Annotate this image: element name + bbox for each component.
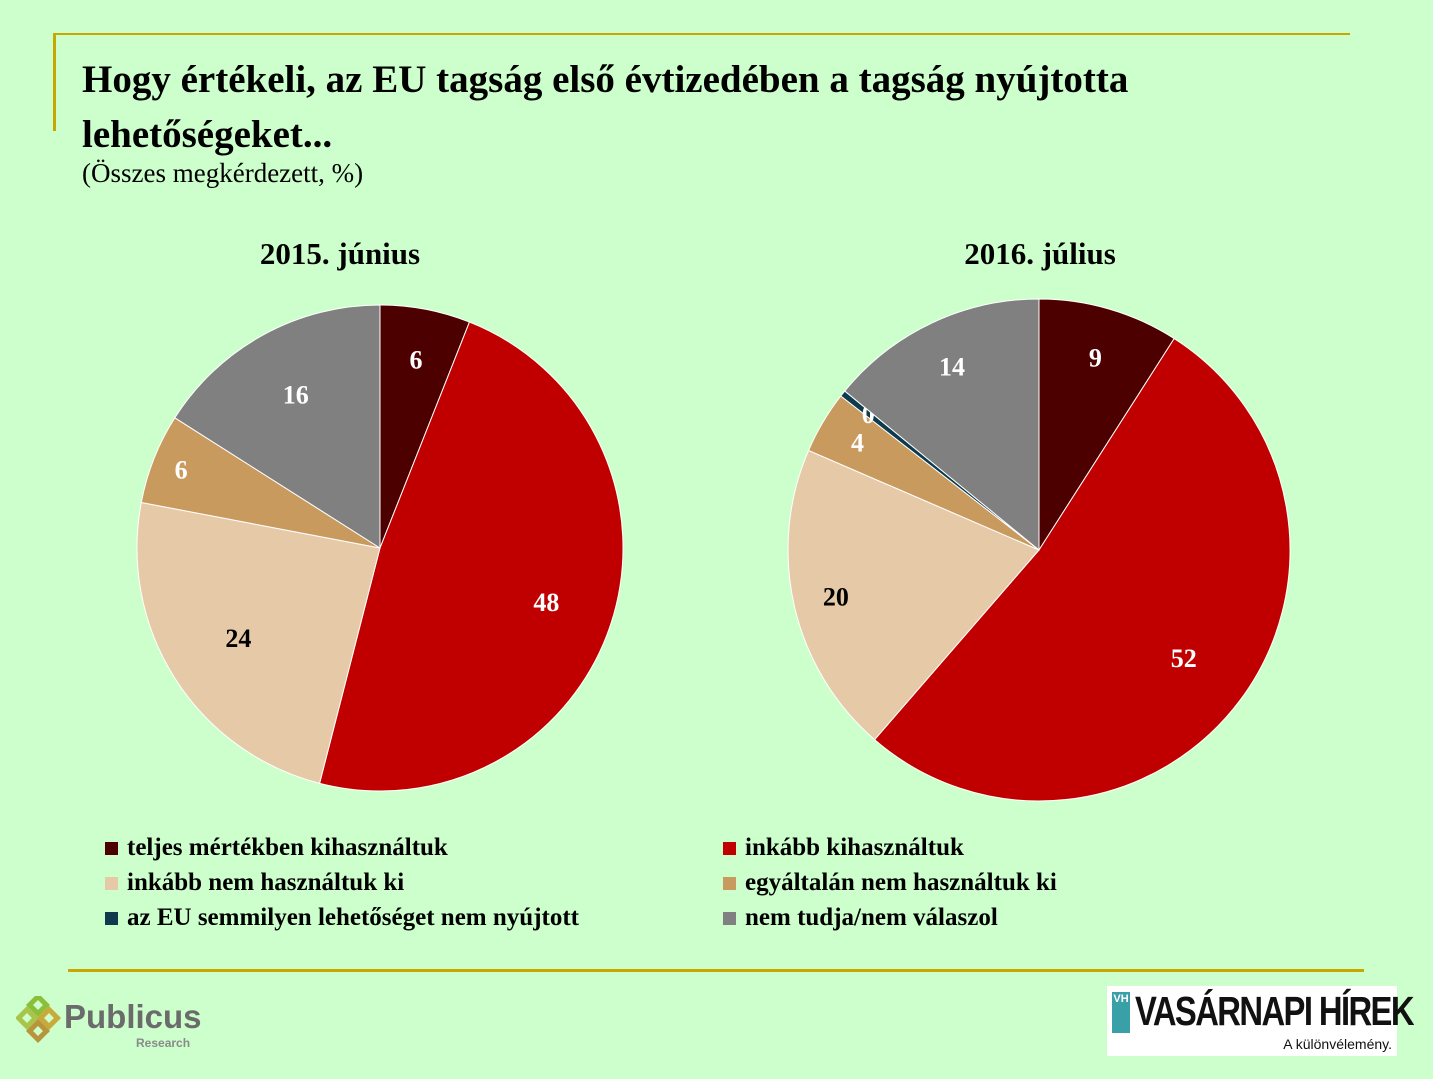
pie-slice — [787, 449, 1040, 741]
pie-title-2015: 2015. június — [259, 236, 421, 271]
pie-data-label: 4 — [851, 429, 864, 458]
pie-data-label: 16 — [283, 381, 309, 410]
legend-swatch — [723, 841, 736, 855]
legend-label: inkább nem használtuk ki — [127, 869, 405, 896]
legend-label: inkább kihasználtuk — [745, 834, 964, 861]
pie-data-label: 9 — [1089, 343, 1102, 372]
pie-data-label: 14 — [939, 352, 965, 381]
publicus-logo: Publicus Research — [16, 996, 216, 1056]
pie-slice — [174, 304, 381, 549]
pie-slice — [873, 337, 1291, 802]
pie-data-label: 20 — [823, 582, 849, 611]
pie-data-label: 52 — [1171, 644, 1197, 673]
legend-label: egyáltalán nem használtuk ki — [745, 869, 1057, 896]
pie-slice — [136, 501, 381, 784]
legend-swatch — [723, 876, 736, 890]
pie-data-label: 24 — [225, 624, 251, 653]
pie-0: 6 48 24 6 16 — [136, 304, 624, 792]
legend-label: nem tudja/nem válaszol — [745, 904, 998, 931]
publicus-sub: Research — [136, 1036, 191, 1050]
pie-slice — [844, 298, 1040, 552]
legend-item-nem-tudja: nem tudja/nem válaszol — [723, 904, 998, 932]
pie-slice — [318, 321, 624, 792]
pie-data-label: 6 — [175, 455, 188, 484]
legend-swatch — [723, 911, 736, 925]
pie-title-2016: 2016. július — [964, 236, 1116, 271]
legend-swatch — [105, 876, 118, 890]
pie-data-label: 6 — [409, 345, 422, 374]
publicus-name: Publicus — [64, 998, 202, 1035]
pie-slice — [1038, 298, 1175, 552]
legend-item-inkabb-nem: inkább nem használtuk ki — [105, 869, 404, 897]
vh-mark: VH — [1112, 992, 1130, 1033]
header-accent-bar — [53, 33, 56, 131]
legend-item-teljes: teljes mértékben kihasználtuk — [105, 834, 448, 862]
legend-item-inkabb-kihasznaltuk: inkább kihasználtuk — [723, 834, 964, 862]
vh-name: VASÁRNAPI HÍREK — [1135, 988, 1415, 1034]
footer-rule — [68, 969, 1364, 972]
legend-label: teljes mértékben kihasználtuk — [127, 834, 448, 861]
publicus-diamond-icon — [16, 996, 62, 1044]
legend-swatch — [105, 911, 118, 925]
vasarnapi-hirek-logo: VH VASÁRNAPI HÍREK A különvélemény. — [1107, 986, 1415, 1056]
header-rule — [53, 33, 1350, 35]
pie-data-label: 48 — [533, 588, 559, 617]
page-title: Hogy értékeli, az EU tagság első évtized… — [82, 58, 1129, 156]
legend-item-egyaltalan-nem: egyáltalán nem használtuk ki — [723, 869, 1057, 897]
legend-label: az EU semmilyen lehetőséget nem nyújtott — [127, 904, 579, 931]
legend-item-eu-semmilyen: az EU semmilyen lehetőséget nem nyújtott — [105, 904, 579, 932]
vh-slogan: A különvélemény. — [1283, 1036, 1392, 1052]
legend-swatch — [105, 841, 118, 855]
page-subtitle: (Összes megkérdezett, %) — [82, 158, 364, 188]
